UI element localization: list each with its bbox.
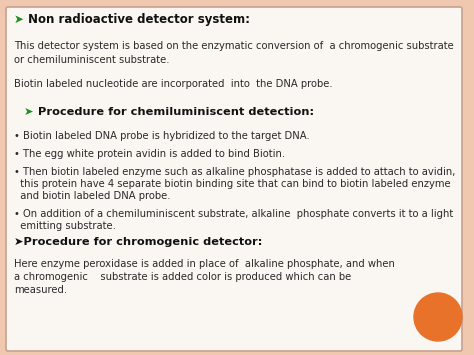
Text: Here enzyme peroxidase is added in place of  alkaline phosphate, and when: Here enzyme peroxidase is added in place… (14, 259, 395, 269)
Text: • On addition of a chemiluminiscent substrate, alkaline  phosphate converts it t: • On addition of a chemiluminiscent subs… (14, 209, 453, 219)
Text: this protein have 4 separate biotin binding site that can bind to biotin labeled: this protein have 4 separate biotin bind… (14, 179, 451, 189)
Text: Non radioactive detector system:: Non radioactive detector system: (28, 13, 250, 26)
FancyBboxPatch shape (6, 7, 462, 351)
Text: Biotin labeled nucleotide are incorporated  into  the DNA probe.: Biotin labeled nucleotide are incorporat… (14, 79, 333, 89)
Circle shape (414, 293, 462, 341)
Text: • Then biotin labeled enzyme such as alkaline phosphatase is added to attach to : • Then biotin labeled enzyme such as alk… (14, 167, 456, 177)
Text: • The egg white protein avidin is added to bind Biotin.: • The egg white protein avidin is added … (14, 149, 285, 159)
Text: a chromogenic    substrate is added color is produced which can be: a chromogenic substrate is added color i… (14, 272, 351, 282)
Text: ➤: ➤ (14, 13, 28, 26)
Text: ➤: ➤ (24, 107, 37, 117)
Text: Procedure for chemiluminiscent detection:: Procedure for chemiluminiscent detection… (38, 107, 314, 117)
Text: emitting substrate.: emitting substrate. (14, 221, 116, 231)
Text: measured.: measured. (14, 285, 67, 295)
Text: This detector system is based on the enzymatic conversion of  a chromogenic subs: This detector system is based on the enz… (14, 41, 454, 65)
Text: • Biotin labeled DNA probe is hybridized to the target DNA.: • Biotin labeled DNA probe is hybridized… (14, 131, 310, 141)
Text: ➤Procedure for chromogenic detector:: ➤Procedure for chromogenic detector: (14, 237, 263, 247)
Text: and biotin labeled DNA probe.: and biotin labeled DNA probe. (14, 191, 171, 201)
